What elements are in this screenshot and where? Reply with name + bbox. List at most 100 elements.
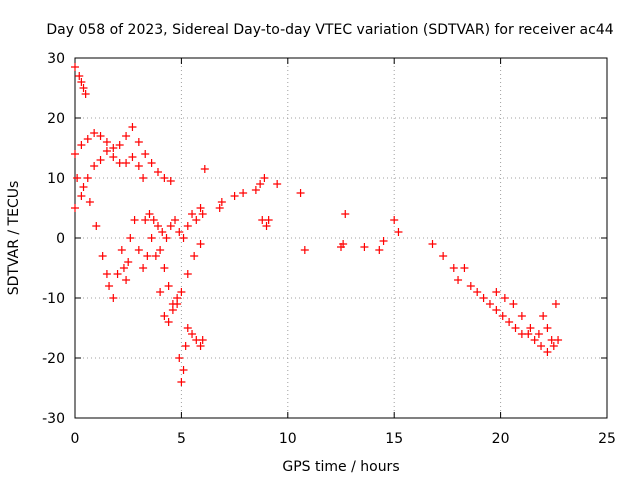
data-point: [264, 216, 273, 224]
data-point: [139, 174, 148, 182]
data-point: [77, 141, 86, 149]
data-point: [143, 252, 152, 260]
data-point: [134, 246, 143, 254]
data-point: [505, 318, 514, 326]
data-point: [141, 150, 150, 158]
data-point: [492, 288, 501, 296]
data-point: [79, 183, 88, 191]
data-point: [239, 189, 248, 197]
data-point: [147, 234, 156, 242]
data-point: [128, 153, 137, 161]
x-tick-label: 10: [279, 431, 297, 447]
y-tick-label: 0: [56, 231, 65, 247]
data-point: [360, 243, 369, 251]
data-point: [134, 162, 143, 170]
x-tick-label: 0: [71, 431, 80, 447]
data-point: [543, 324, 552, 332]
data-point: [90, 162, 99, 170]
data-point: [175, 228, 184, 236]
data-point: [188, 330, 197, 338]
data-point: [85, 198, 94, 206]
data-point: [83, 174, 92, 182]
data-point: [147, 159, 156, 167]
data-point: [196, 342, 205, 350]
data-point: [156, 288, 165, 296]
data-point: [300, 246, 309, 254]
data-point: [198, 210, 207, 218]
data-point: [90, 129, 99, 137]
data-point: [530, 336, 539, 344]
data-point: [160, 174, 169, 182]
y-tick-label: -30: [42, 411, 65, 427]
y-tick-label: 10: [47, 171, 65, 187]
data-point: [543, 348, 552, 356]
data-point: [215, 204, 224, 212]
data-point: [109, 144, 118, 152]
data-point: [460, 264, 469, 272]
data-point: [126, 234, 135, 242]
chart-title: Day 058 of 2023, Sidereal Day-to-day VTE…: [46, 22, 613, 38]
data-point: [390, 216, 399, 224]
data-point: [473, 288, 482, 296]
data-point: [139, 264, 148, 272]
axis-ticks: 0 5 10 15 20 25 30 20 10 0 -10 -20 -30: [42, 51, 616, 447]
data-point: [251, 186, 260, 194]
data-point: [166, 222, 175, 230]
data-point: [119, 264, 128, 272]
data-point: [439, 252, 448, 260]
data-point: [83, 135, 92, 143]
data-point: [454, 276, 463, 284]
data-point: [196, 204, 205, 212]
data-point: [534, 330, 543, 338]
x-tick-label: 5: [177, 431, 186, 447]
y-tick-label: 20: [47, 111, 65, 127]
data-point: [115, 141, 124, 149]
data-point: [162, 234, 171, 242]
data-point: [128, 123, 137, 131]
data-point: [92, 222, 101, 230]
data-point: [181, 342, 190, 350]
data-point: [151, 252, 160, 260]
data-point: [109, 294, 118, 302]
data-point: [196, 240, 205, 248]
data-point: [130, 216, 139, 224]
data-point: [524, 330, 533, 338]
data-point: [260, 174, 269, 182]
data-point: [81, 90, 90, 98]
data-point: [466, 282, 475, 290]
data-point: [156, 246, 165, 254]
data-point: [175, 354, 184, 362]
data-point: [198, 336, 207, 344]
x-tick-label: 15: [385, 431, 403, 447]
data-point: [177, 288, 186, 296]
data-point: [500, 294, 509, 302]
data-point: [492, 306, 501, 314]
data-point: [102, 270, 111, 278]
data-point: [273, 180, 282, 188]
y-tick-label: 30: [47, 51, 65, 67]
x-tick-label: 25: [598, 431, 616, 447]
data-point: [98, 252, 107, 260]
data-point: [217, 198, 226, 206]
data-point: [547, 336, 556, 344]
data-point: [183, 270, 192, 278]
y-tick-label: -20: [42, 351, 65, 367]
y-axis-label: SDTVAR / TECUs: [6, 181, 22, 296]
data-point: [113, 270, 122, 278]
data-point: [526, 324, 535, 332]
data-point: [71, 63, 79, 71]
data-point: [498, 312, 507, 320]
data-point: [124, 258, 133, 266]
data-point: [517, 312, 526, 320]
x-tick-label: 20: [492, 431, 510, 447]
data-point: [173, 300, 182, 308]
data-point: [145, 210, 154, 218]
data-point: [183, 324, 192, 332]
data-point: [73, 174, 82, 182]
data-point: [539, 312, 548, 320]
data-point: [109, 153, 118, 161]
data-point: [183, 222, 192, 230]
data-point: [341, 210, 350, 218]
data-point: [192, 216, 201, 224]
data-point: [394, 228, 403, 236]
